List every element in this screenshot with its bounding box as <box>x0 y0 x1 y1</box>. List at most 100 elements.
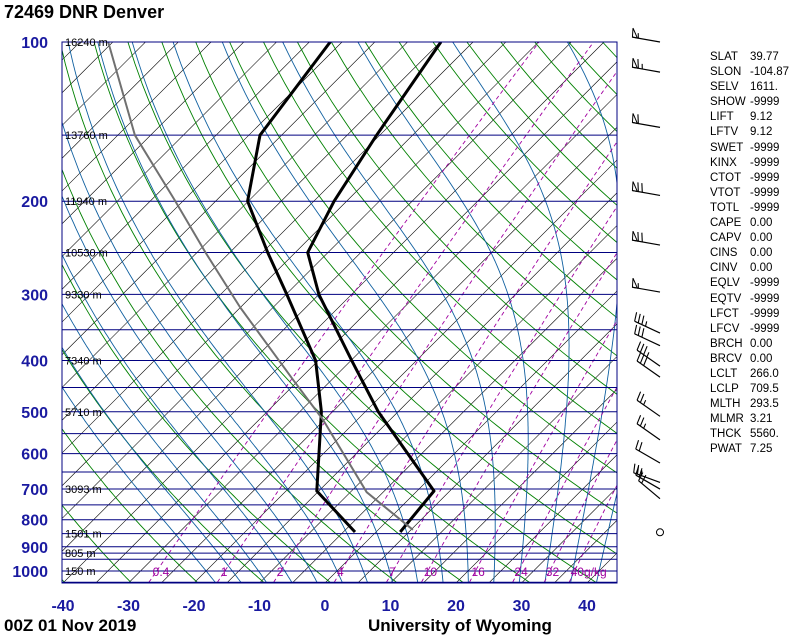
index-row: SWET -9999 <box>710 141 789 156</box>
moist-adiabat-line <box>596 491 617 583</box>
barb-feather <box>639 393 645 403</box>
barb-staff <box>634 320 661 334</box>
barb-staff <box>636 360 661 378</box>
barb-feather <box>641 315 645 325</box>
index-value: 3.21 <box>750 413 773 426</box>
index-name: CINV <box>710 262 738 275</box>
isotherm-line <box>0 18 72 593</box>
dry-adiabat-line <box>93 42 530 583</box>
index-name: BRCH <box>710 337 743 350</box>
mixing-ratio-label: 32 <box>546 565 560 579</box>
source-credit: University of Wyoming <box>368 616 552 635</box>
barb-pennant <box>631 230 639 242</box>
isotherm-line <box>422 388 617 583</box>
barb-feather <box>638 468 643 478</box>
isotherm-line <box>62 42 179 159</box>
pressure-tick-label: 100 <box>21 35 48 52</box>
isotherm-line <box>226 192 617 583</box>
height-label: 13760 m <box>65 130 108 142</box>
index-row: BRCV 0.00 <box>710 352 789 367</box>
index-value: -9999 <box>750 307 780 320</box>
mixing-ratio-line <box>421 251 617 583</box>
index-row: MLTH 293.5 <box>710 397 789 412</box>
index-name: LCLP <box>710 383 739 396</box>
index-value: 0.00 <box>750 337 773 350</box>
index-row: SHOW -9999 <box>710 95 789 110</box>
barb-pennant <box>631 58 639 69</box>
sounding-curves <box>107 42 443 534</box>
height-label: 11940 m <box>65 196 107 208</box>
moist-adiabat-line <box>62 386 216 583</box>
barb-feather <box>634 324 638 334</box>
index-name: BRCV <box>710 352 742 365</box>
dry-adiabat-line <box>127 42 596 583</box>
index-row: VTOT -9999 <box>710 186 789 201</box>
index-row: SLON -104.87 <box>710 65 789 80</box>
mixing-ratio-label: 16 <box>471 565 485 579</box>
index-row: PWAT 7.25 <box>710 442 789 457</box>
wind-barb <box>634 312 661 334</box>
index-row: LFCT -9999 <box>710 307 789 322</box>
isotherm-line <box>0 18 6 593</box>
barb-half-feather <box>643 399 647 406</box>
index-value: 0.00 <box>750 247 773 260</box>
index-value: -9999 <box>750 96 780 109</box>
wind-barb <box>631 113 661 128</box>
index-value: 5560. <box>750 428 779 441</box>
index-name: CAPE <box>710 217 742 230</box>
chart-title: 72469 DNR Denver <box>4 2 165 22</box>
index-name: LFCV <box>710 322 740 335</box>
isotherm-line <box>521 487 617 583</box>
temperature-tick-label: 30 <box>513 598 531 615</box>
barb-staff <box>635 448 661 464</box>
index-name: EQLV <box>710 277 740 290</box>
index-name: SHOW <box>710 96 746 109</box>
barb-half-feather <box>646 352 650 358</box>
isotherm-line <box>390 356 617 583</box>
barb-staff <box>633 472 661 483</box>
index-value: -104.87 <box>750 66 790 79</box>
height-label: 10530 m <box>65 248 108 260</box>
index-value: 0.00 <box>750 232 773 245</box>
temperature-tick-label: 10 <box>382 598 400 615</box>
isotherm-line <box>62 42 277 257</box>
pressure-tick-label: 700 <box>21 482 48 499</box>
index-row: MLMR 3.21 <box>710 412 789 427</box>
dry-adiabat-line <box>62 263 331 583</box>
mixing-ratio-label: 0.4 <box>153 565 170 579</box>
index-name: CAPV <box>710 232 742 245</box>
index-name: LIFT <box>710 111 734 124</box>
index-row: BRCH 0.00 <box>710 337 789 352</box>
index-value: 266.0 <box>750 367 779 380</box>
index-name: VTOT <box>710 186 741 199</box>
dry-adiabat-line <box>330 42 617 357</box>
index-value: -9999 <box>750 141 780 154</box>
mixing-ratio-label: 7 <box>389 565 396 579</box>
index-name: KINX <box>710 156 737 169</box>
isotherm-line <box>62 42 376 356</box>
wind-barb <box>633 463 661 483</box>
moist-adiabat-line <box>62 194 318 583</box>
index-row: LIFT 9.12 <box>710 110 789 125</box>
moist-adiabat-line <box>62 302 267 583</box>
isotherm-line <box>62 42 408 388</box>
isotherm-line <box>62 42 539 519</box>
temperature-tick-label: -30 <box>117 598 140 615</box>
barb-feather <box>635 440 640 450</box>
isotherm-line <box>62 42 572 552</box>
dry-adiabat-line <box>62 504 132 583</box>
index-name: LFTV <box>710 126 739 139</box>
height-label: 5710 m <box>65 407 102 419</box>
barb-feather <box>639 417 645 427</box>
index-row: SELV 1611. <box>710 80 789 95</box>
barb-feather <box>643 356 648 366</box>
index-row: KINX -9999 <box>710 156 789 171</box>
mixing-ratio-line <box>469 319 617 583</box>
mixing-ratio-label: 24 <box>514 565 528 579</box>
moist-adiabat-line <box>357 42 529 583</box>
barb-feather <box>639 354 645 364</box>
index-row: CINS 0.00 <box>710 246 789 261</box>
index-name: CINS <box>710 247 738 260</box>
index-value: 0.00 <box>750 352 773 365</box>
